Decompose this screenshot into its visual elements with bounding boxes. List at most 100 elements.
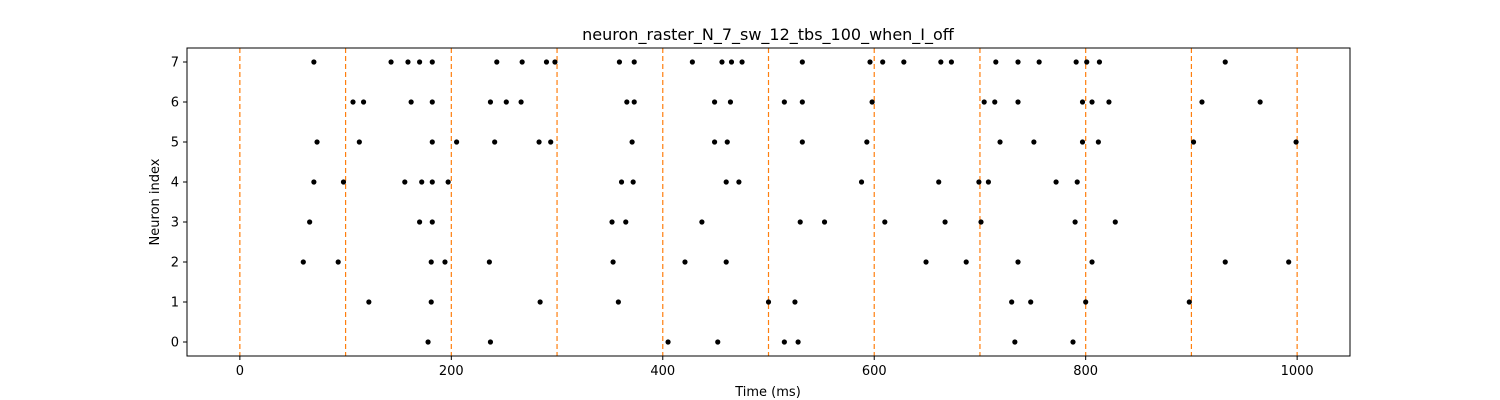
- spike-point: [736, 179, 742, 185]
- spike-point: [938, 59, 944, 65]
- spike-points: [300, 59, 1299, 345]
- spike-point: [997, 139, 1003, 145]
- spike-point: [624, 99, 630, 105]
- spike-point: [1009, 299, 1015, 305]
- spike-point: [492, 139, 498, 145]
- spike-point: [454, 139, 460, 145]
- spike-point: [864, 139, 870, 145]
- spike-point: [623, 219, 629, 225]
- spike-point: [880, 59, 886, 65]
- spike-point: [1036, 59, 1042, 65]
- spike-point: [724, 139, 730, 145]
- y-axis-label: Neuron index: [148, 158, 163, 245]
- spike-point: [311, 59, 317, 65]
- spike-point: [428, 299, 434, 305]
- y-tick-label: 4: [171, 176, 179, 191]
- y-tick-label: 7: [171, 56, 179, 71]
- spike-point: [976, 179, 982, 185]
- spike-point: [1028, 299, 1034, 305]
- spike-point: [1222, 259, 1228, 265]
- spike-point: [867, 59, 873, 65]
- spike-point: [1074, 179, 1080, 185]
- spike-point: [963, 259, 969, 265]
- spike-point: [350, 99, 356, 105]
- spike-point: [1084, 59, 1090, 65]
- spike-point: [699, 219, 705, 225]
- spike-point: [630, 179, 636, 185]
- spike-point: [419, 179, 425, 185]
- spike-point: [869, 99, 875, 105]
- reference-lines: [239, 48, 1298, 356]
- spike-point: [445, 179, 451, 185]
- spike-point: [1199, 99, 1205, 105]
- spike-point: [1079, 99, 1086, 105]
- spike-point: [610, 259, 616, 265]
- spike-point: [314, 139, 320, 145]
- spike-point: [799, 59, 805, 65]
- x-axis-label: Time (ms): [734, 385, 801, 400]
- x-tick-label: 200: [439, 364, 464, 379]
- spike-point: [366, 299, 372, 305]
- spike-point: [923, 259, 929, 265]
- spike-point: [631, 99, 637, 105]
- spike-point: [792, 299, 798, 305]
- y-tick-label: 3: [171, 216, 179, 231]
- spike-point: [882, 219, 888, 225]
- spike-point: [723, 179, 729, 185]
- spike-point: [728, 59, 735, 65]
- spike-point: [442, 259, 448, 265]
- spike-point: [300, 259, 306, 265]
- spike-point: [799, 139, 805, 145]
- spike-point: [1095, 139, 1101, 145]
- spike-point: [405, 59, 411, 65]
- x-tick-label: 800: [1073, 364, 1098, 379]
- spike-point: [993, 59, 999, 65]
- chart-title: neuron_raster_N_7_sw_12_tbs_100_when_I_o…: [582, 25, 955, 45]
- spike-point: [618, 179, 625, 185]
- spike-point: [1015, 259, 1021, 265]
- spike-point: [727, 99, 734, 105]
- spike-point: [519, 59, 525, 65]
- spike-point: [1096, 59, 1103, 65]
- plot-area-frame: [186, 47, 1351, 357]
- spike-point: [417, 219, 423, 225]
- spike-point: [1083, 299, 1089, 305]
- spike-point: [311, 179, 317, 185]
- spike-point: [689, 59, 695, 65]
- spike-point: [356, 139, 362, 145]
- spike-point: [1015, 59, 1021, 65]
- spike-point: [781, 99, 787, 105]
- spike-point: [1293, 139, 1299, 145]
- spike-point: [417, 59, 423, 65]
- spike-point: [1089, 99, 1095, 105]
- y-tick-label: 5: [171, 136, 179, 151]
- spike-point: [948, 59, 955, 65]
- spike-point: [1015, 99, 1021, 105]
- spike-point: [665, 339, 671, 345]
- spike-point: [1112, 219, 1118, 225]
- spike-point: [1072, 219, 1078, 225]
- spike-point: [719, 59, 725, 65]
- spike-point: [536, 139, 542, 145]
- spike-point: [985, 179, 992, 185]
- spike-point: [715, 339, 721, 345]
- spike-point: [1079, 139, 1086, 145]
- spike-point: [548, 139, 554, 145]
- spike-point: [1106, 99, 1112, 105]
- spike-point: [429, 139, 435, 145]
- spike-point: [1073, 59, 1079, 65]
- spike-point: [739, 59, 745, 65]
- spike-point: [429, 99, 435, 105]
- spike-point: [425, 339, 431, 345]
- spike-point: [795, 339, 801, 345]
- spike-point: [616, 59, 623, 65]
- spike-point: [518, 99, 524, 105]
- spike-point: [402, 179, 408, 185]
- spike-point: [797, 219, 803, 225]
- spike-point: [428, 259, 434, 265]
- spike-point: [992, 99, 998, 105]
- spike-point: [1089, 259, 1095, 265]
- spike-point: [1186, 299, 1192, 305]
- spike-point: [981, 99, 987, 105]
